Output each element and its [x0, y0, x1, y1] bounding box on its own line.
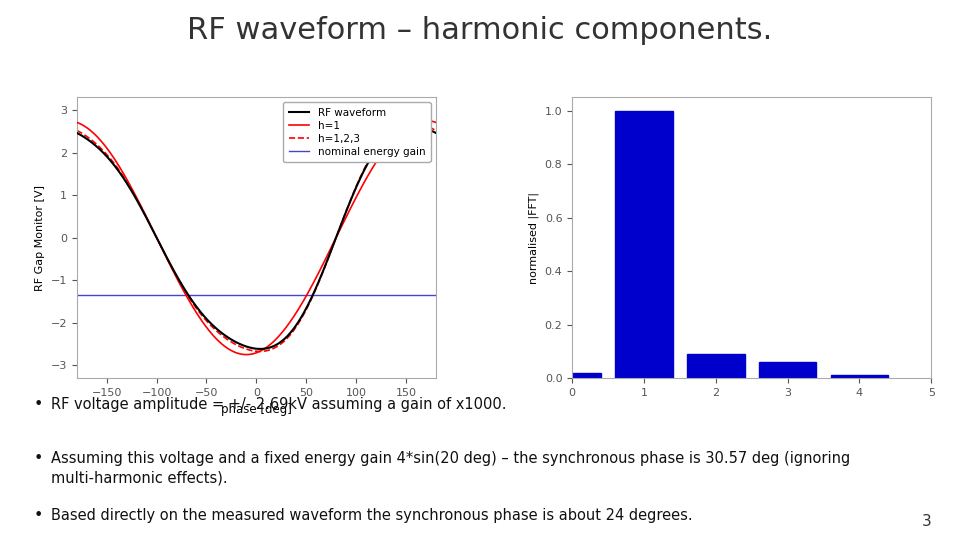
Text: RF voltage amplitude = +/- 2.69kV assuming a gain of x1000.: RF voltage amplitude = +/- 2.69kV assumi… — [51, 397, 506, 412]
Bar — [759, 362, 816, 378]
Y-axis label: normalised |FFT|: normalised |FFT| — [529, 192, 540, 284]
Y-axis label: RF Gap Monitor [V]: RF Gap Monitor [V] — [35, 185, 45, 291]
Text: Based directly on the measured waveform the synchronous phase is about 24 degree: Based directly on the measured waveform … — [51, 508, 692, 523]
Text: Assuming this voltage and a fixed energy gain 4*sin(20 deg) – the synchronous ph: Assuming this voltage and a fixed energy… — [51, 451, 851, 485]
Text: RF waveform – harmonic components.: RF waveform – harmonic components. — [187, 16, 773, 45]
Bar — [615, 111, 673, 378]
Bar — [543, 373, 601, 378]
Text: •: • — [34, 397, 43, 412]
Bar — [687, 354, 745, 378]
Legend: RF waveform, h=1, h=1,2,3, nominal energy gain: RF waveform, h=1, h=1,2,3, nominal energ… — [283, 103, 431, 162]
X-axis label: phase [deg]: phase [deg] — [221, 403, 292, 416]
Text: •: • — [34, 508, 43, 523]
Text: •: • — [34, 451, 43, 466]
Text: 3: 3 — [922, 514, 931, 529]
Bar — [830, 375, 888, 378]
